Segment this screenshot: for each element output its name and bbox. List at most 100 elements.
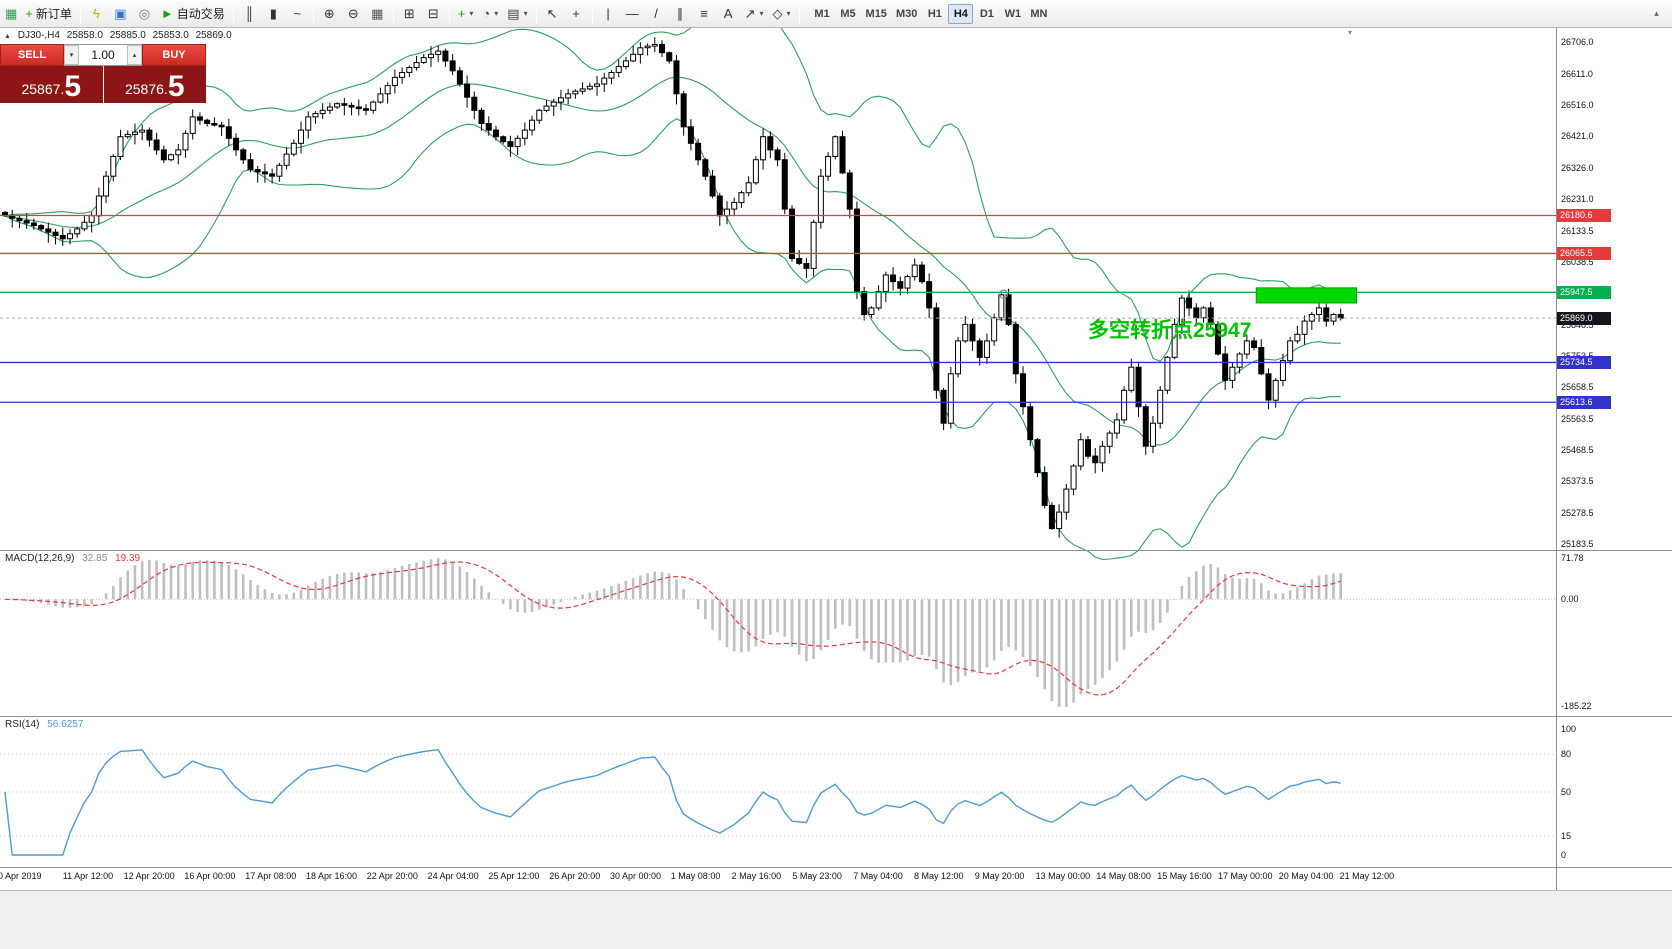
price-axis-label: 25563.5	[1561, 413, 1594, 424]
fibonacci-icon[interactable]: ≡	[693, 3, 716, 25]
rsi-axis-label: 50	[1561, 787, 1572, 797]
sell-button[interactable]: SELL	[0, 44, 64, 66]
terminal-icon[interactable]: ▣	[109, 3, 132, 25]
horizontal-line-icon[interactable]: —	[621, 3, 644, 25]
price-axis-label: 25848.5	[1561, 319, 1594, 330]
time-axis-label: 14 May 08:00	[1096, 871, 1151, 881]
rsi-axis-label: 100	[1561, 724, 1577, 734]
buy-button[interactable]: BUY	[142, 44, 206, 66]
crosshair-icon[interactable]: +	[565, 3, 588, 25]
circle-marker[interactable]	[998, 289, 1009, 299]
zoom-in-icon[interactable]: ⊕	[318, 3, 341, 25]
text-icon[interactable]: A	[717, 3, 740, 25]
buy-price-pip-digit: 5	[167, 70, 185, 103]
symbol-name: DJ30-,H4	[17, 30, 60, 41]
timeframe-w1-button[interactable]: W1	[1000, 4, 1025, 24]
timeframe-h1-button[interactable]: H1	[922, 4, 947, 24]
zoom-out-icon-glyph: ⊖	[347, 5, 359, 21]
tile-windows-icon-glyph: ⊞	[403, 5, 415, 21]
time-axis-label: 12 Apr 20:00	[123, 871, 175, 881]
time-axis-label: 17 May 00:00	[1218, 871, 1273, 881]
timeframe-toolbar: M1 M5 M15 M30 H1 H4 D1 W1 MN	[810, 3, 1052, 24]
candlestick-chart-icon[interactable]: ▮	[262, 3, 285, 25]
line-chart-icon[interactable]: ~	[286, 3, 309, 25]
time-axis-label: 24 Apr 04:00	[427, 871, 479, 881]
crosshair-icon-glyph: +	[572, 6, 580, 21]
bar-chart-icon[interactable]: ║	[238, 3, 261, 25]
toolbar-separator	[79, 4, 81, 23]
templates-icon[interactable]: ▤ ▾	[503, 3, 531, 25]
terminal-icon-glyph: ▣	[114, 5, 127, 21]
time-axis-label: 1 May 08:00	[670, 871, 721, 881]
timeframe-m30-button[interactable]: M30	[892, 4, 921, 24]
auto-trading-button-label: 自动交易	[176, 7, 225, 21]
timeframe-d1-button[interactable]: D1	[974, 4, 999, 24]
timeframe-m1-button[interactable]: M1	[810, 4, 835, 24]
new-order-button[interactable]: + 新订单	[21, 3, 76, 25]
time-axis-label: 25 Apr 12:00	[488, 871, 540, 881]
timeframe-h4-button[interactable]: H4	[948, 3, 974, 24]
zoom-in-icon-glyph: ⊕	[323, 5, 335, 21]
grid-icon[interactable]: ▦	[366, 3, 389, 25]
timeframe-m15-button[interactable]: M15	[862, 4, 891, 24]
arrows-icon-glyph: ↗	[744, 5, 756, 21]
ohlc-open: 25858.0	[66, 30, 103, 41]
indicators-icon[interactable]: + ▾	[454, 3, 478, 25]
toolbar-separator	[798, 4, 800, 23]
tile-windows-icon[interactable]: ⊞	[398, 3, 421, 25]
volume-up-button[interactable]: ▴	[127, 45, 142, 65]
macd-axis-label: 71.78	[1561, 553, 1584, 563]
cursor-icon[interactable]: ↖	[541, 3, 564, 25]
price-axis-label: 26133.5	[1561, 226, 1594, 237]
vertical-line-icon[interactable]: |	[597, 3, 620, 25]
toolbar-collapse-button[interactable]: ▴	[1645, 3, 1668, 25]
symbol-ohlc-info: ▲ DJ30-,H4 25858.0 25885.0 25853.0 25869…	[4, 30, 236, 41]
panel-separator[interactable]	[0, 716, 1672, 717]
level-price-tag: 25947.5	[1557, 285, 1611, 299]
level-price-tag: 26180.6	[1557, 209, 1611, 223]
zoom-out-icon[interactable]: ⊖	[342, 3, 365, 25]
timeframe-m5-button[interactable]: M5	[836, 4, 861, 24]
sell-price-display[interactable]: 25867. 5	[0, 66, 103, 103]
time-axis-label: 2 May 16:00	[731, 871, 782, 881]
time-axis-label: 16 Apr 00:00	[184, 871, 236, 881]
fibonacci-icon-glyph: ≡	[700, 6, 708, 21]
auto-trading-glyph: ►	[160, 6, 174, 21]
channel-icon[interactable]: ∥	[669, 3, 692, 25]
price-axis-label: 26326.0	[1561, 162, 1594, 173]
cascade-windows-icon-glyph: ⊟	[427, 5, 439, 21]
level-price-tag: 26065.5	[1557, 246, 1611, 260]
price-axis-label: 26038.5	[1561, 257, 1594, 268]
time-axis-separator	[0, 867, 1672, 868]
buy-price-display[interactable]: 25876. 5	[103, 66, 206, 103]
rsi-name: RSI(14)	[5, 719, 40, 730]
volume-dropdown-button[interactable]: ▾	[64, 45, 79, 65]
dropdown-caret-icon: ▾	[759, 9, 764, 18]
toolbar-separator	[312, 4, 314, 23]
panel-separator[interactable]	[0, 550, 1672, 551]
price-axis-label: 25183.5	[1561, 538, 1594, 549]
time-axis-label: 15 May 16:00	[1157, 871, 1212, 881]
macd-signal-value: 19.39	[115, 553, 141, 564]
price-axis-label: 25278.5	[1561, 507, 1594, 518]
toolbar-separator	[232, 4, 234, 23]
main-toolbar: ▦ + 新订单 ϟ ▣ ◎ ► 自动交易 ║ ▮ ~ ⊕ ⊖ ▦ ⊞ ⊟ + ▾ ◔ ▾ ▤ ▾ ↖ + | — / ∥ ≡ A ↗ ▾ ◇ ▾ M…	[0, 0, 1672, 28]
shapes-icon[interactable]: ◇ ▾	[769, 3, 795, 25]
ohlc-high: 25885.0	[109, 30, 146, 41]
chart-shift-marker-icon: ▾	[1348, 28, 1353, 37]
periods-icon[interactable]: ◔ ▾	[478, 3, 502, 25]
price-axis-label: 26231.0	[1561, 193, 1594, 204]
timeframe-mn-button[interactable]: MN	[1026, 4, 1051, 24]
volume-input[interactable]: 1.00	[91, 48, 115, 62]
highlight-rectangle[interactable]	[1255, 287, 1358, 304]
strategy-tester-icon[interactable]: ◎	[133, 3, 156, 25]
auto-trading-button[interactable]: ► 自动交易	[157, 3, 229, 25]
arrows-icon[interactable]: ↗ ▾	[741, 3, 768, 25]
chart-annotation-text[interactable]: 多空转折点25947	[1088, 318, 1252, 342]
cascade-windows-icon[interactable]: ⊟	[422, 3, 445, 25]
time-axis-label: 8 May 12:00	[914, 871, 964, 881]
toolbar-separator	[535, 4, 537, 23]
metaeditor-icon[interactable]: ϟ	[85, 3, 108, 25]
trendline-icon[interactable]: /	[645, 3, 668, 25]
